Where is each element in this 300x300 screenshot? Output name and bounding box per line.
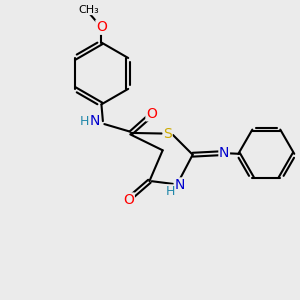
Text: O: O [146,107,157,121]
Text: N: N [174,178,184,192]
Text: N: N [219,146,230,160]
Text: H: H [80,115,89,128]
Text: S: S [163,127,172,140]
Text: O: O [96,20,107,34]
Text: N: N [89,114,100,128]
Text: H: H [165,185,175,198]
Text: CH₃: CH₃ [79,4,99,14]
Text: O: O [123,193,134,207]
